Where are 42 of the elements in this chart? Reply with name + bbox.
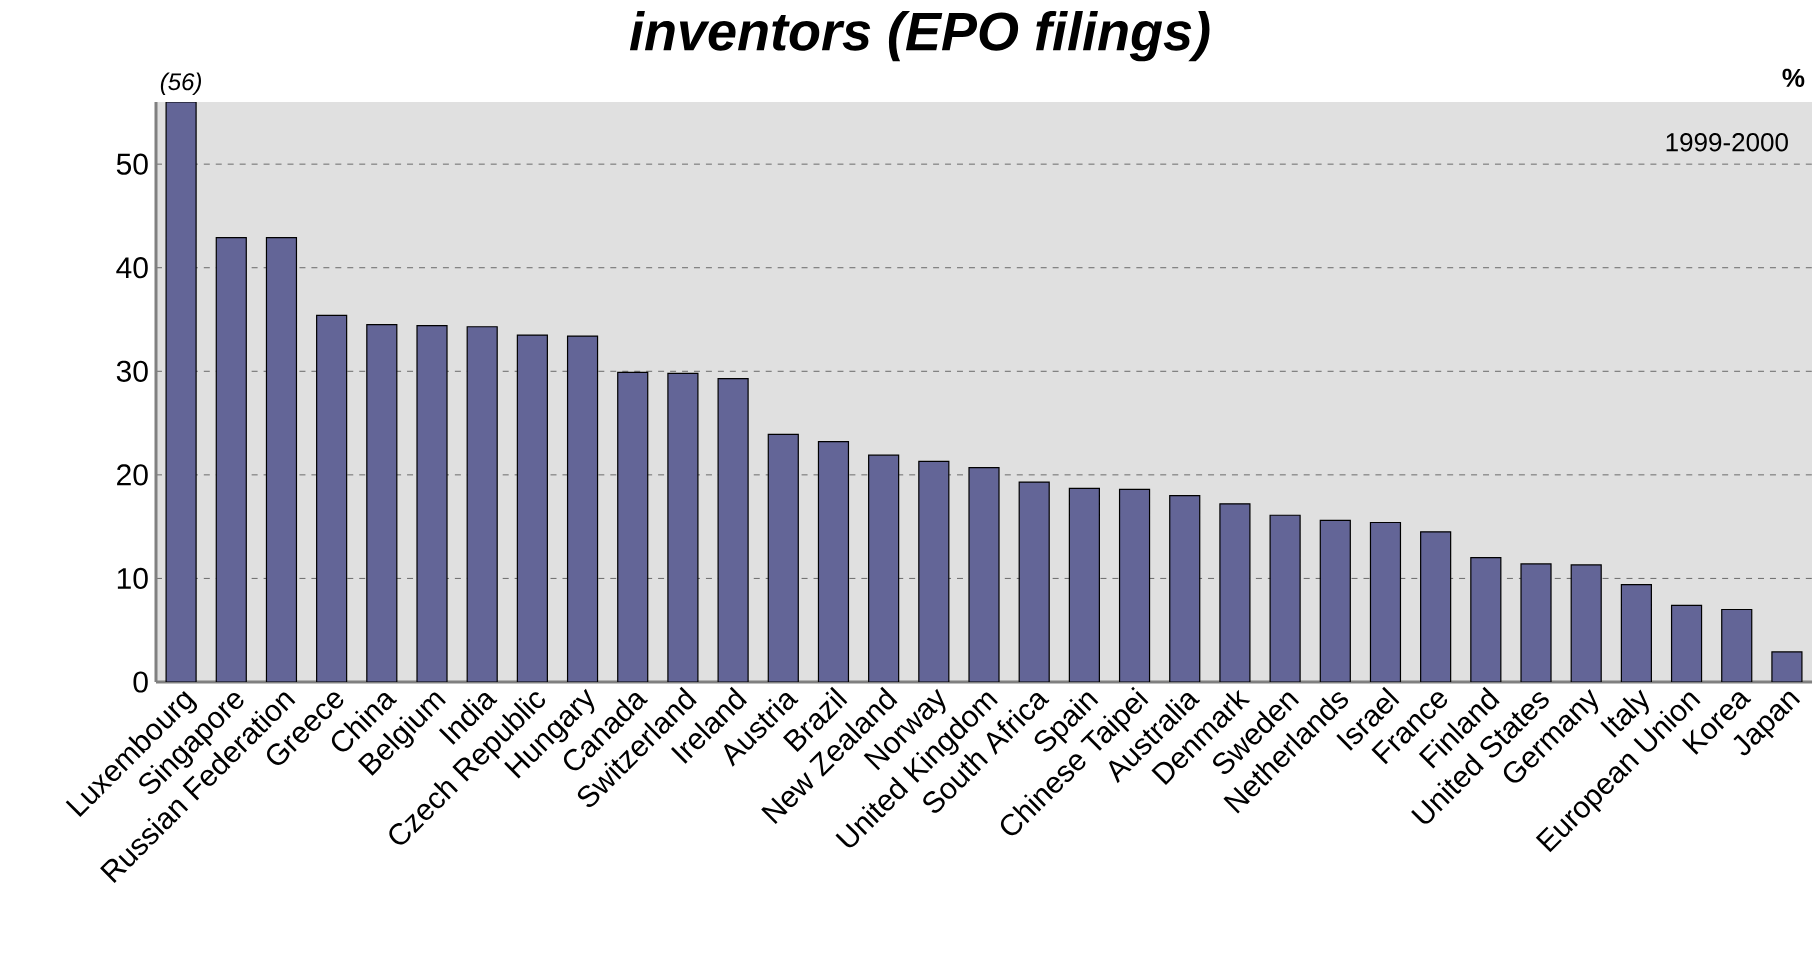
bar bbox=[868, 454, 900, 682]
bar bbox=[316, 314, 348, 682]
bar bbox=[265, 237, 298, 682]
y-tick-label: 40 bbox=[116, 257, 148, 279]
y-tick-label: 0 bbox=[133, 671, 148, 693]
bar bbox=[416, 325, 448, 682]
bar bbox=[516, 334, 548, 682]
bar bbox=[1118, 488, 1151, 682]
bar bbox=[1018, 481, 1050, 682]
bar bbox=[667, 372, 699, 682]
bar bbox=[165, 102, 197, 682]
bar bbox=[366, 324, 398, 682]
bar bbox=[617, 371, 649, 682]
bar bbox=[1169, 494, 1201, 682]
bar bbox=[1420, 531, 1452, 682]
bar bbox=[1068, 487, 1100, 682]
bar bbox=[566, 335, 599, 682]
bar bbox=[1721, 608, 1753, 682]
annotation: 1999-2000 bbox=[1666, 133, 1788, 152]
bar bbox=[1620, 584, 1652, 682]
bar bbox=[1269, 514, 1301, 682]
bar bbox=[1470, 557, 1502, 682]
bar bbox=[1520, 563, 1552, 682]
bar bbox=[215, 237, 247, 682]
y-tick-label: 50 bbox=[116, 153, 148, 175]
bar bbox=[918, 460, 950, 682]
bar bbox=[1319, 519, 1351, 682]
chart-title: inventors (EPO filings) bbox=[629, 11, 1210, 62]
bar bbox=[1570, 564, 1602, 682]
bar bbox=[767, 433, 799, 682]
y-tick-label: 10 bbox=[117, 567, 148, 590]
bar bbox=[1369, 521, 1402, 682]
data-label: (56) bbox=[160, 72, 201, 95]
bar bbox=[717, 377, 749, 682]
bar bbox=[1219, 503, 1251, 682]
y-axis-title: % bbox=[1782, 68, 1805, 87]
bar bbox=[817, 441, 850, 682]
y-tick-label: 30 bbox=[116, 360, 148, 382]
bar bbox=[466, 326, 498, 682]
y-tick-label: 20 bbox=[117, 464, 148, 486]
bar bbox=[1670, 604, 1703, 682]
bar bbox=[968, 467, 1000, 682]
